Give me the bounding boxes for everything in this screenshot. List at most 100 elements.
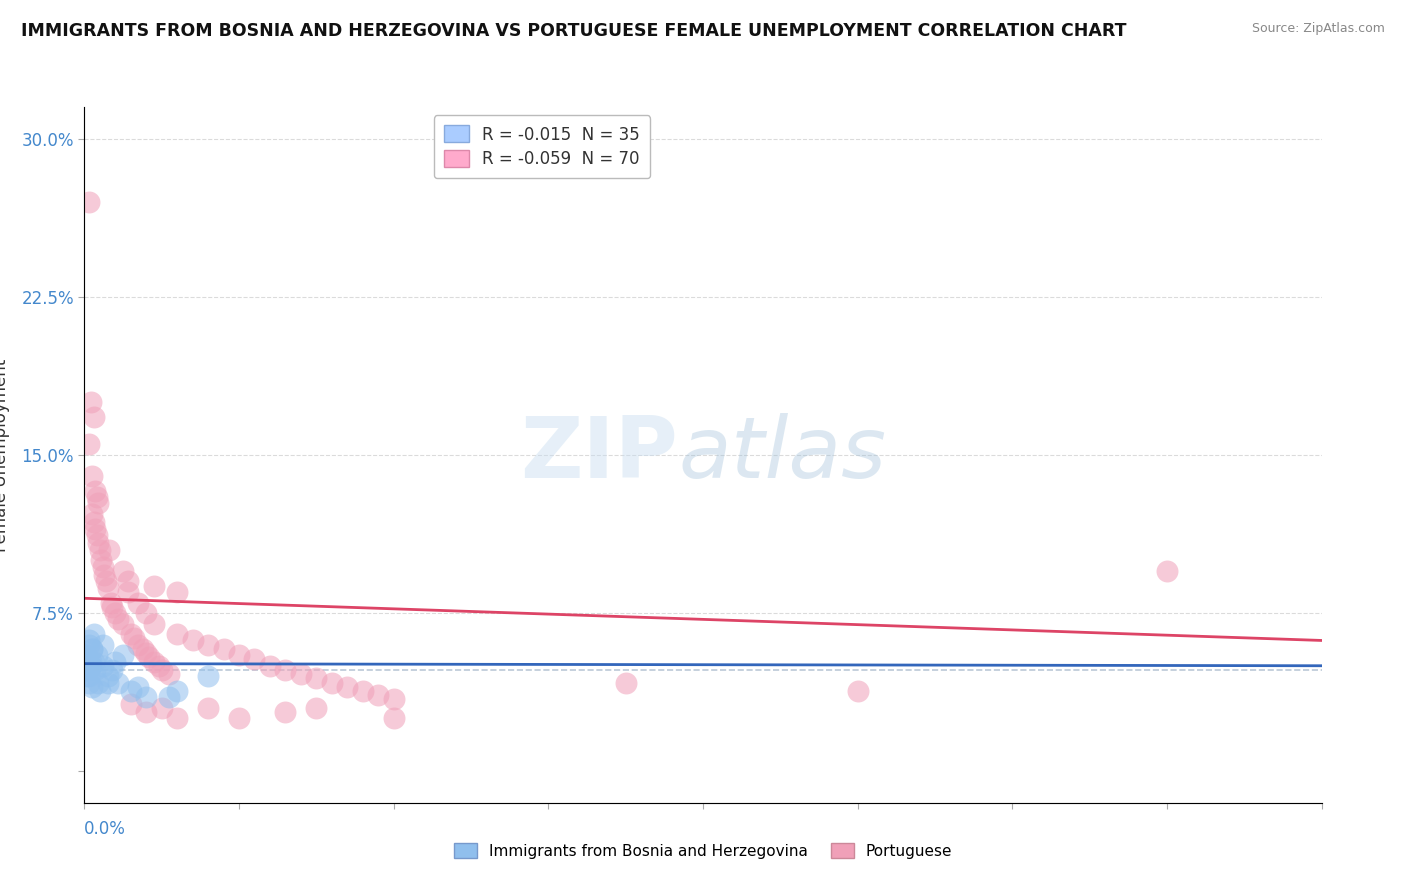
Point (274, 705, 297, 719)
Text: ZIP: ZIP (520, 413, 678, 497)
Point (138, 650, 160, 665)
Point (112, 564, 135, 578)
Point (166, 684, 188, 698)
Point (143, 579, 166, 593)
Point (86, 490, 108, 504)
Point (336, 680, 359, 694)
Point (128, 595, 150, 609)
Point (143, 655, 166, 669)
Point (132, 641, 155, 656)
Point (197, 638, 219, 652)
Point (135, 690, 157, 705)
Point (101, 599, 124, 614)
Point (159, 667, 181, 681)
Text: Source: ZipAtlas.com: Source: ZipAtlas.com (1251, 22, 1385, 36)
Point (90, 553, 112, 567)
Point (91, 559, 114, 574)
Point (352, 684, 374, 698)
Point (82, 469, 104, 483)
Point (122, 632, 145, 646)
Point (83, 409, 105, 424)
Point (83, 655, 105, 669)
Point (82, 507, 104, 521)
Point (76, 663, 98, 677)
Point (274, 663, 297, 677)
Point (321, 675, 343, 690)
Point (94, 574, 117, 589)
Point (107, 675, 129, 690)
Point (75, 648, 97, 663)
Point (83, 516, 105, 530)
Point (166, 627, 188, 641)
Point (91, 638, 114, 652)
Point (367, 688, 389, 702)
Point (120, 684, 142, 698)
Point (112, 616, 135, 631)
Point (107, 612, 129, 626)
Point (228, 648, 250, 663)
Y-axis label: Female Unemployment: Female Unemployment (0, 359, 10, 551)
Point (89, 684, 111, 698)
Point (77, 675, 100, 690)
Point (84, 663, 107, 677)
Point (100, 595, 122, 609)
Point (79, 658, 101, 673)
Point (148, 658, 170, 673)
Point (128, 680, 150, 694)
Point (112, 648, 135, 663)
Point (79, 395, 101, 409)
Point (84, 483, 107, 498)
Point (82, 641, 104, 656)
Point (128, 638, 150, 652)
Point (382, 692, 405, 706)
Point (166, 711, 188, 725)
Point (87, 675, 110, 690)
Point (76, 663, 98, 677)
Point (614, 675, 637, 690)
Point (87, 496, 110, 510)
Point (89, 542, 111, 557)
Point (104, 606, 127, 620)
Point (82, 680, 104, 694)
Point (77, 633, 100, 648)
Point (212, 641, 235, 656)
Point (86, 528, 108, 542)
Point (197, 669, 219, 683)
Point (83, 627, 105, 641)
Point (181, 633, 204, 648)
Point (79, 655, 101, 669)
Point (135, 606, 157, 620)
Point (77, 194, 100, 209)
Text: 0.0%: 0.0% (84, 821, 127, 838)
Point (143, 616, 166, 631)
Point (135, 646, 157, 660)
Point (93, 568, 115, 582)
Point (159, 690, 181, 705)
Point (104, 655, 127, 669)
Point (305, 672, 328, 686)
Point (84, 522, 107, 536)
Point (97, 675, 120, 690)
Text: IMMIGRANTS FROM BOSNIA AND HERZEGOVINA VS PORTUGUESE FEMALE UNEMPLOYMENT CORRELA: IMMIGRANTS FROM BOSNIA AND HERZEGOVINA V… (21, 22, 1126, 40)
Point (305, 701, 328, 715)
Point (243, 652, 266, 666)
Point (135, 705, 157, 719)
Point (97, 669, 120, 683)
Point (150, 701, 173, 715)
Point (82, 641, 104, 656)
Point (101, 663, 124, 677)
Point (290, 667, 312, 681)
Point (166, 585, 188, 599)
Point (76, 669, 98, 683)
Point (846, 684, 869, 698)
Point (117, 585, 139, 599)
Point (91, 658, 114, 673)
Point (98, 542, 121, 557)
Point (86, 648, 108, 663)
Point (97, 581, 120, 595)
Point (1156, 564, 1178, 578)
Point (197, 701, 219, 715)
Text: atlas: atlas (678, 413, 886, 497)
Point (75, 648, 97, 663)
Point (79, 658, 101, 673)
